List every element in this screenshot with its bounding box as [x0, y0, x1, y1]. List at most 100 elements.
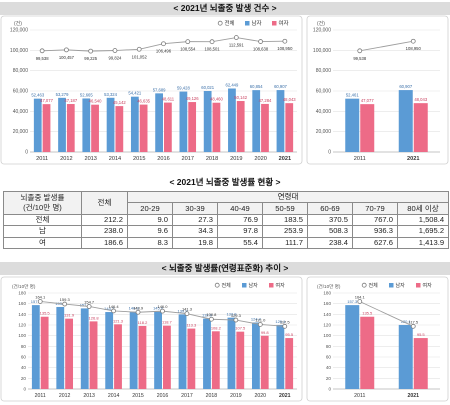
data-label-total: 108,638: [253, 47, 269, 52]
data-label-male: 54,421: [128, 91, 141, 96]
y-tick-label: 120: [18, 323, 26, 328]
y-axis-unit: (건/10만 명): [317, 283, 341, 289]
legend-swatch-female: [272, 21, 277, 26]
bar-male: [56, 306, 65, 389]
x-tick-label: 2011: [36, 156, 48, 162]
incidence-rate-table: 뇌졸중 발생률 (건/10만 명) 전체 연령대 20-29 30-39 40-49 50-5…: [3, 190, 450, 249]
x-tick-label: 2019: [230, 156, 242, 162]
y-tick-label: 40,000: [13, 109, 29, 115]
x-tick-label: 2020: [254, 156, 266, 162]
bar-female: [139, 104, 148, 152]
bar-female: [360, 316, 375, 389]
total-point: [111, 308, 116, 314]
data-label-female: 107.5: [235, 326, 246, 331]
data-label-male: 52,463: [31, 93, 44, 98]
bar-female: [42, 104, 51, 152]
data-label-total: 100,457: [59, 55, 75, 60]
y-tick-label: 40: [326, 365, 332, 370]
legend-label-total: 전체: [225, 19, 235, 27]
data-label-total: 159.3: [60, 297, 71, 302]
cell-value: 9.0: [127, 213, 173, 227]
total-point: [410, 323, 416, 329]
y-tick-label: 100,000: [313, 48, 331, 54]
total-point: [282, 323, 288, 329]
cell-value: 238.4: [307, 236, 353, 249]
table-row: 여 186.6 8.3 19.8 55.4 111.7 238.4 627.6 1,413.9: [3, 236, 450, 249]
y-tick-label: 60: [21, 355, 27, 360]
data-label-total: 143.9: [133, 305, 144, 310]
data-label-male: 157.3: [31, 299, 42, 304]
cell-value: 27.3: [172, 213, 218, 227]
bar-male: [228, 88, 236, 152]
cell-value: 9.6: [127, 225, 173, 238]
data-label-male: 62,449: [226, 83, 239, 88]
x-tick-label: 2015: [132, 393, 144, 399]
y-tick-label: 140: [323, 312, 331, 317]
data-label-male: 52,665: [80, 92, 93, 97]
total-point: [257, 322, 263, 327]
legend-swatch-total: [361, 282, 367, 288]
bar-female: [236, 331, 245, 389]
chart-incidence-counts: 020,00040,00060,00080,000100,000120,000(…: [0, 15, 449, 165]
age-header: 30-39: [172, 202, 218, 215]
bar-female: [211, 331, 220, 389]
data-label-total: 106,496: [156, 49, 172, 54]
legend-label-female: 여자: [279, 19, 289, 27]
bar-male: [398, 90, 413, 152]
data-label-total: 141.3: [182, 307, 193, 312]
data-label-male: 120.1: [275, 319, 286, 324]
total-point: [135, 309, 141, 315]
legend-label-male: 남자: [249, 282, 259, 289]
panel-frame: [306, 15, 449, 165]
data-label-total: 112,591: [229, 43, 244, 48]
bar-male: [251, 322, 260, 389]
bar-male: [276, 324, 285, 389]
bar-male: [252, 90, 261, 152]
data-label-total: 108,554: [180, 47, 196, 52]
data-label-female: 99.8: [261, 330, 270, 335]
total-point: [410, 38, 416, 44]
panel-frame: [0, 276, 303, 402]
bar-male: [106, 97, 115, 152]
section2-title: < 2021년 뇌졸중 발생률 현황 >: [169, 177, 281, 187]
chart-standardized-rate: 0 20 40 60 80 100 120 140 160 180 (건/10만 명) 157.3 13…: [0, 276, 449, 402]
bar-male: [33, 98, 42, 152]
x-tick-label: 2014: [109, 156, 121, 162]
bar-male: [80, 308, 89, 389]
data-label-female: 48,043: [414, 97, 427, 102]
bar-male: [345, 98, 360, 152]
data-label-female: 46,540: [89, 99, 102, 104]
total-point: [39, 48, 45, 54]
data-label-female: 46,635: [137, 99, 150, 104]
total-header: 전체: [81, 191, 128, 215]
cell-value: 19.8: [172, 236, 218, 249]
data-label-total: 101,052: [132, 54, 148, 59]
data-label-total: 99,225: [84, 56, 97, 61]
data-label-female: 48,611: [162, 97, 175, 102]
bar-female: [212, 102, 221, 152]
legend-swatch-total: [217, 20, 223, 26]
data-label-male: 60,021: [201, 85, 214, 90]
panel-frame: [0, 15, 303, 165]
data-label-male: 145.0: [153, 306, 164, 311]
x-tick-label: 2012: [60, 156, 72, 162]
data-label-male: 151.1: [80, 302, 91, 307]
total-point: [37, 299, 43, 304]
cell-value: 370.5: [307, 213, 353, 227]
data-label-male: 60,854: [250, 84, 263, 89]
y-tick-label: 120,000: [313, 28, 331, 34]
cell-value: 34.3: [172, 225, 218, 238]
table-row: 전체 212.2 9.0 27.3 76.9 183.5 370.5 767.0 1,508.4: [3, 213, 450, 227]
y-tick-label: 160: [323, 301, 331, 306]
bar-female: [114, 324, 122, 389]
bar-male: [203, 90, 212, 152]
y-axis-unit: (건): [14, 20, 22, 27]
bar-male: [398, 324, 413, 389]
bar-female: [236, 101, 245, 152]
cell-value: 76.9: [217, 213, 263, 227]
y-tick-label: 0: [23, 387, 26, 392]
bar-female: [360, 104, 375, 152]
y-tick-label: 140: [18, 312, 26, 317]
y-tick-label: 120: [323, 323, 331, 328]
x-tick-label: 2016: [157, 393, 169, 399]
